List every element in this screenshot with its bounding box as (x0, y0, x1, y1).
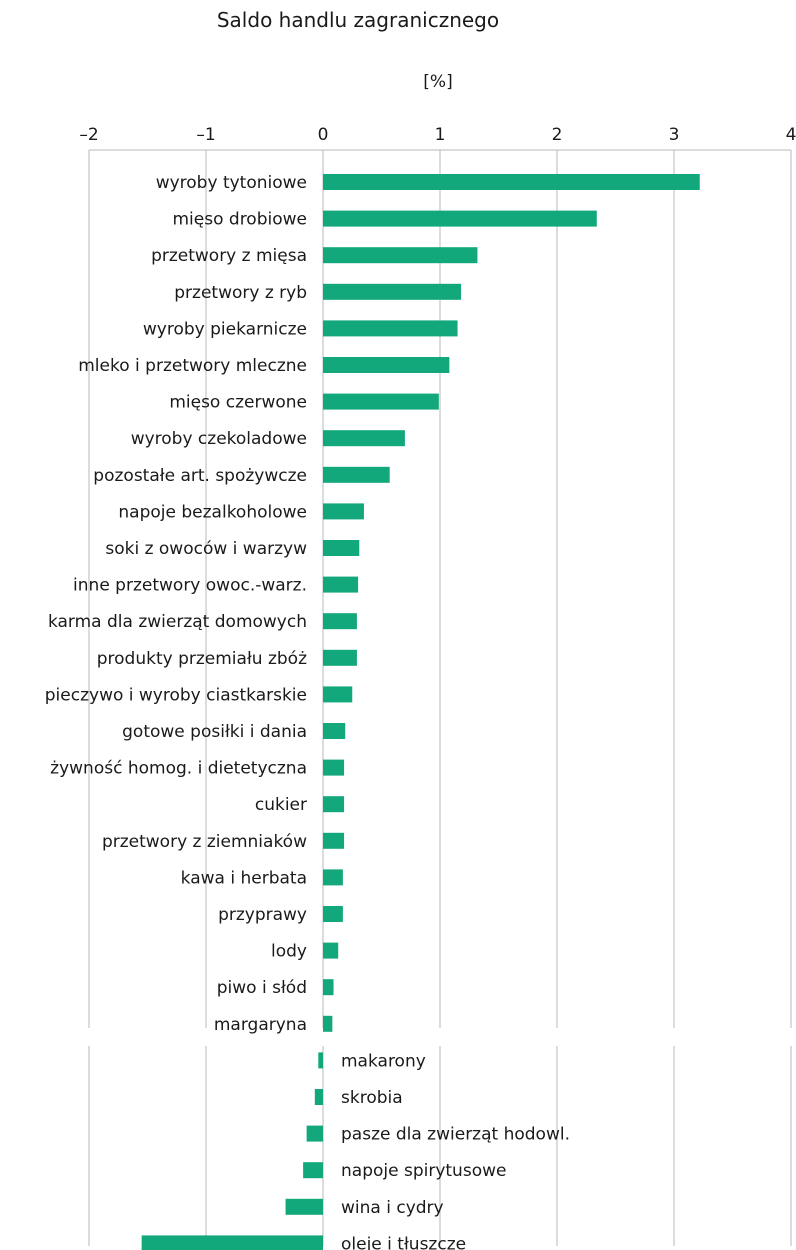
bar (314, 1089, 323, 1105)
bar (318, 1052, 323, 1069)
category-label: makarony (341, 1051, 426, 1071)
category-label: przyprawy (218, 905, 307, 925)
bar (323, 1015, 333, 1032)
category-label: skrobia (341, 1088, 403, 1108)
category-label: przetwory z mięsa (151, 246, 307, 266)
x-tick-label: 3 (669, 125, 680, 145)
category-label: napoje bezalkoholowe (118, 502, 307, 522)
bar (323, 174, 700, 190)
category-label: margaryna (214, 1015, 307, 1035)
category-label: przetwory z ryb (174, 283, 307, 303)
chart-title: Saldo handlu zagranicznego (216, 8, 500, 32)
bar (323, 613, 357, 630)
bar (323, 283, 462, 300)
category-label: wina i cydry (341, 1198, 444, 1218)
bar (323, 796, 345, 813)
bar (323, 503, 364, 520)
category-label: wyroby czekoladowe (131, 429, 307, 449)
bar (323, 210, 597, 227)
category-label: wyroby piekarnicze (143, 319, 307, 339)
bar (323, 942, 339, 959)
x-tick-label: 1 (435, 125, 446, 145)
category-label: pasze dla zwierząt hodowl. (341, 1125, 570, 1145)
bar (323, 869, 343, 886)
bar (323, 357, 450, 373)
bar (323, 247, 478, 264)
bar (323, 979, 334, 996)
category-label: soki z owoców i warzyw (105, 539, 307, 559)
bar (141, 1235, 323, 1250)
x-tick-label: –2 (79, 125, 98, 145)
category-label: produkty przemiału zbóż (97, 649, 307, 669)
category-label: przetwory z ziemniaków (102, 832, 307, 852)
bar (323, 430, 405, 447)
bar (323, 759, 345, 776)
bar (323, 576, 359, 593)
bar (323, 540, 360, 556)
bar (303, 1162, 323, 1179)
category-label: cukier (255, 795, 307, 815)
x-tick-label: 2 (552, 125, 563, 145)
bar (285, 1198, 323, 1215)
bar (323, 466, 390, 483)
bar (323, 649, 357, 666)
bar (323, 320, 458, 337)
category-label: kawa i herbata (181, 868, 307, 888)
bar (323, 906, 343, 922)
x-tick-label: 0 (318, 125, 329, 145)
bar (323, 393, 439, 410)
x-tick-label: 4 (786, 125, 796, 145)
bar (323, 832, 345, 849)
category-label: mięso drobiowe (173, 210, 308, 230)
category-label: piwo i słód (217, 978, 307, 998)
x-axis-unit-label: [%] (423, 72, 453, 92)
category-label: pieczywo i wyroby ciastkarskie (45, 685, 307, 705)
category-label: pozostałe art. spożywcze (93, 466, 307, 486)
category-label: wyroby tytoniowe (156, 173, 307, 193)
category-label: mleko i przetwory mleczne (78, 356, 307, 376)
category-label: karma dla zwierząt domowych (48, 612, 307, 632)
category-label: napoje spirytusowe (341, 1161, 506, 1181)
x-tick-label: –1 (196, 125, 215, 145)
category-label: lody (271, 942, 307, 962)
bar (323, 686, 353, 703)
category-label: gotowe posiłki i dania (122, 722, 307, 742)
bar (306, 1125, 323, 1142)
category-label: mięso czerwone (169, 393, 307, 413)
bar (323, 723, 346, 739)
category-label: oleje i tłuszcze (341, 1234, 466, 1250)
category-label: inne przetwory owoc.-warz. (73, 576, 307, 596)
category-label: żywność homog. i dietetyczna (50, 759, 307, 779)
